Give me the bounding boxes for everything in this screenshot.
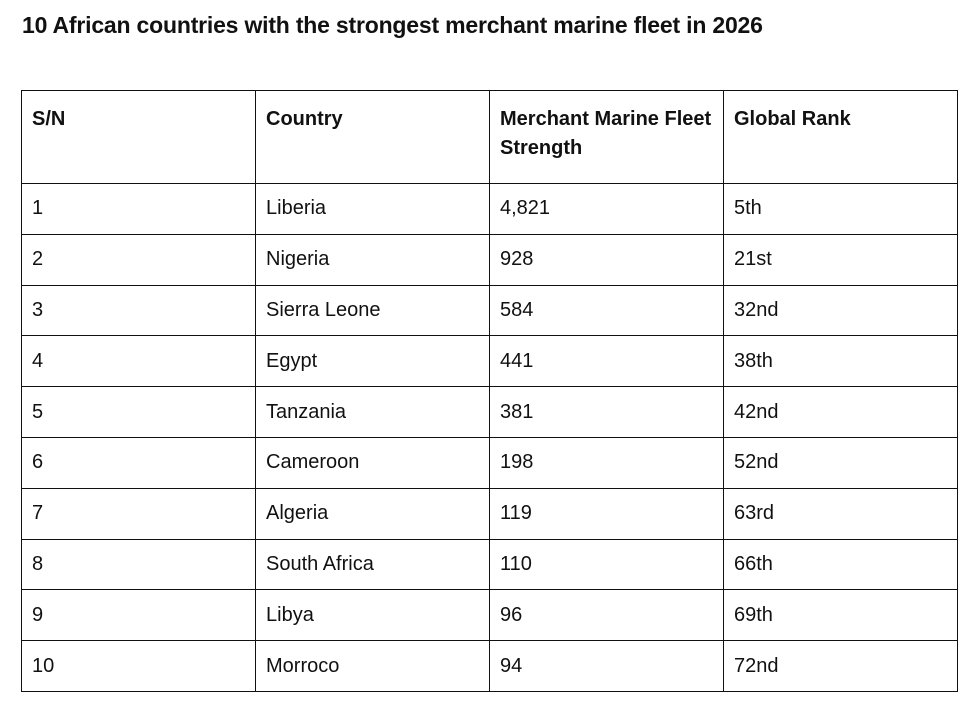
table-row: 1 Liberia 4,821 5th <box>21 183 958 235</box>
table-cell: 119 <box>489 487 724 540</box>
table-row: 7 Algeria 119 63rd <box>21 487 958 540</box>
table-row: 6 Cameroon 198 52nd <box>21 436 958 489</box>
page-title: 10 African countries with the strongest … <box>22 12 763 38</box>
table-cell: 110 <box>489 538 724 591</box>
table-cell: 3 <box>21 284 256 337</box>
table-cell: 52nd <box>723 436 958 489</box>
table-cell: 7 <box>21 487 256 540</box>
table-cell: 584 <box>489 284 724 337</box>
table-cell: 4 <box>21 335 256 388</box>
table-cell: South Africa <box>255 538 490 591</box>
table-cell: 441 <box>489 335 724 388</box>
fleet-table: S/N Country Merchant Marine Fleet Strength… <box>21 90 958 692</box>
table-cell: 4,821 <box>489 183 724 235</box>
table-row: 3 Sierra Leone 584 32nd <box>21 284 958 337</box>
table-cell: 2 <box>21 233 256 286</box>
column-header: Global Rank <box>723 90 958 184</box>
table-cell: Algeria <box>255 487 490 540</box>
table-cell: 6 <box>21 436 256 489</box>
table-cell: 32nd <box>723 284 958 337</box>
table-row: 9 Libya 96 69th <box>21 589 958 642</box>
table-cell: 1 <box>21 183 256 235</box>
table-cell: 66th <box>723 538 958 591</box>
table-cell: 10 <box>21 640 256 692</box>
table-cell: Nigeria <box>255 233 490 286</box>
table-cell: 72nd <box>723 640 958 692</box>
table-cell: 9 <box>21 589 256 642</box>
table-cell: 94 <box>489 640 724 692</box>
table-cell: Egypt <box>255 335 490 388</box>
table-cell: 5th <box>723 183 958 235</box>
table-cell: Cameroon <box>255 436 490 489</box>
table-cell: Libya <box>255 589 490 642</box>
table-cell: 381 <box>489 386 724 438</box>
table-head: S/N Country Merchant Marine Fleet Strength… <box>21 90 958 184</box>
column-header: Country <box>255 90 490 184</box>
column-header: S/N <box>21 90 256 184</box>
table-cell: Tanzania <box>255 386 490 438</box>
header-row: S/N Country Merchant Marine Fleet Strength… <box>21 90 958 184</box>
table-cell: 96 <box>489 589 724 642</box>
table-cell: 8 <box>21 538 256 591</box>
table-cell: 69th <box>723 589 958 642</box>
table-cell: 928 <box>489 233 724 286</box>
table-cell: 42nd <box>723 386 958 438</box>
table-cell: Morroco <box>255 640 490 692</box>
table-cell: 5 <box>21 386 256 438</box>
table-cell: 63rd <box>723 487 958 540</box>
table-row: 10 Morroco 94 72nd <box>21 640 958 692</box>
table-cell: 38th <box>723 335 958 388</box>
table-row: 8 South Africa 110 66th <box>21 538 958 591</box>
table-cell: Sierra Leone <box>255 284 490 337</box>
table-row: 5 Tanzania 381 42nd <box>21 386 958 438</box>
table-row: 4 Egypt 441 38th <box>21 335 958 388</box>
table-cell: 198 <box>489 436 724 489</box>
table-row: 2 Nigeria 928 21st <box>21 233 958 286</box>
table-cell: 21st <box>723 233 958 286</box>
table-body: 1 Liberia 4,821 5th 2 Nigeria 928 21st 3 Sierra L… <box>21 183 958 692</box>
column-header: Merchant Marine Fleet Strength <box>489 90 724 184</box>
table-cell: Liberia <box>255 183 490 235</box>
